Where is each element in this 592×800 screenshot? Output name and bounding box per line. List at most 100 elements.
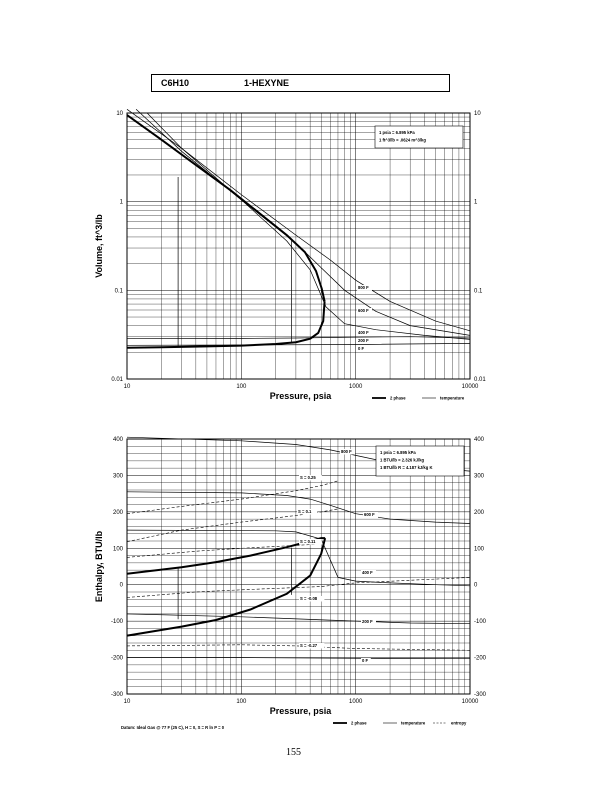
y-tick-label: 0.1 <box>115 288 124 294</box>
chart-title-box: C6H10 1-HEXYNE <box>151 74 450 92</box>
x-axis-label: Pressure, psia <box>270 391 333 401</box>
series-s-0-27 <box>126 644 471 651</box>
series-s-0-25 <box>126 480 339 514</box>
y-tick-label-right: 300 <box>474 473 485 479</box>
curve-label-bg <box>357 330 372 336</box>
y-tick-label-right: 0 <box>474 583 478 589</box>
series-0-f <box>127 657 471 660</box>
enthalpy-chart: 10 100 1000 10000-300-200-1000100200300400-… <box>94 436 487 726</box>
datum-note: Datum: Ideal Gas @ 77 F (25 C), H = 0, S… <box>121 725 225 730</box>
y-tick-label: 10 <box>116 111 123 117</box>
legend-label-temperature: temperature <box>401 721 426 726</box>
legend-label-temperature: temperature <box>440 396 465 401</box>
series-600-f <box>126 491 471 524</box>
conversion-note: 1 psia = 6.895 kPa <box>379 130 415 135</box>
curve-label-200-f: 200 F <box>358 338 369 343</box>
two-phase-dome-line <box>126 537 327 637</box>
curve-label-800-f: 800 F <box>341 449 352 454</box>
y-tick-label-right: 0.1 <box>474 288 483 294</box>
formula-label: C6H10 <box>161 78 190 88</box>
y-tick-label-right: -300 <box>474 692 487 698</box>
volume-chart: 10 100 1000 100000.010.11100.010.1110Pressu… <box>94 109 486 401</box>
y-tick-label: 300 <box>113 473 124 479</box>
curve-label-600-f: 600 F <box>358 308 369 313</box>
conversion-note: 1 ft^3/lb = .0624 m^3/kg <box>379 138 426 143</box>
curve-label-400-f: 400 F <box>362 570 373 575</box>
series-s-0-11 <box>126 543 322 558</box>
curve-label-bg <box>357 285 372 291</box>
two-phase-dome-line <box>126 301 326 349</box>
two-phase-dome-line <box>126 114 326 302</box>
y-tick-label: 400 <box>113 437 124 443</box>
y-tick-label: -300 <box>111 692 124 698</box>
x-axis-label: Pressure, psia <box>270 706 333 716</box>
series-400-f <box>146 112 471 340</box>
curve-label-bg <box>357 308 372 314</box>
curve-label-bg <box>299 596 325 602</box>
x-tick-label: 10 <box>124 699 131 705</box>
curve-label-bg <box>357 346 367 352</box>
y-tick-label-right: 0.01 <box>474 377 486 383</box>
conversion-note: 1 BTU/lb = 2.326 kJ/kg <box>380 458 425 463</box>
series-s-0-1 <box>126 508 339 542</box>
curve-label-bg <box>299 475 322 481</box>
curve-label-s-0-27: S = -0.27 <box>300 643 318 648</box>
curve-label-bg <box>361 658 371 664</box>
curve-label-bg <box>299 643 325 649</box>
series-200-f <box>126 336 471 340</box>
x-tick-label: 10 <box>124 384 131 390</box>
series-600-f <box>135 109 471 336</box>
y-tick-label: -100 <box>111 619 124 625</box>
curve-label-bg <box>357 338 372 344</box>
y-tick-label: 1 <box>120 200 124 206</box>
curve-label-s-0-08: S = -0.08 <box>300 596 318 601</box>
series-200-f <box>126 613 471 625</box>
page-number: 155 <box>286 747 301 758</box>
y-tick-label-right: 400 <box>474 437 485 443</box>
curve-label-bg <box>361 570 376 576</box>
legend-label-2-phase: 2 phase <box>351 721 367 726</box>
x-tick-label: 1000 <box>349 384 363 390</box>
y-tick-label: 100 <box>113 546 124 552</box>
plot-frame <box>126 438 471 695</box>
curve-label-bg <box>299 539 322 545</box>
curve-label-s-0-1: S = 0.1 <box>298 509 312 514</box>
conversion-note: 1 psia = 6.895 kPa <box>380 450 416 455</box>
curve-label-s-0-25: S = 0.25 <box>300 475 316 480</box>
conversion-note: 1 BTU/lb R = 4.187 kJ/kg K <box>380 465 432 470</box>
x-tick-label: 10000 <box>462 699 479 705</box>
curve-label-bg <box>340 449 355 455</box>
y-tick-label-right: 10 <box>474 111 481 117</box>
y-tick-label: 0.01 <box>111 377 123 383</box>
series-400-f <box>126 529 471 587</box>
series-0-f <box>126 343 471 346</box>
plot-frame <box>126 112 471 380</box>
conversion-note-box <box>374 125 464 149</box>
y-tick-label-right: -100 <box>474 619 487 625</box>
curve-label-600-f: 600 F <box>364 512 375 517</box>
y-tick-label: 200 <box>113 510 124 516</box>
x-tick-label: 1000 <box>349 699 363 705</box>
curve-label-s-0-11: S = 0.11 <box>300 539 316 544</box>
legend-label-2-phase: 2 phase <box>390 396 406 401</box>
curve-label-800-f: 800 F <box>358 285 369 290</box>
x-tick-label: 100 <box>236 384 247 390</box>
y-tick-label: -200 <box>111 656 124 662</box>
conversion-note-box <box>375 445 465 477</box>
y-axis-label: Enthalpy, BTU/lb <box>94 530 104 602</box>
two-phase-dome-line <box>126 537 326 575</box>
curve-label-bg <box>297 509 318 515</box>
y-tick-label-right: -200 <box>474 656 487 662</box>
y-tick-label: 0 <box>120 583 124 589</box>
curve-label-400-f: 400 F <box>358 330 369 335</box>
curve-label-0-f: 0 F <box>358 346 364 351</box>
y-tick-label-right: 200 <box>474 510 485 516</box>
y-tick-label-right: 1 <box>474 200 478 206</box>
x-tick-label: 10000 <box>462 384 479 390</box>
y-tick-label-right: 100 <box>474 546 485 552</box>
legend-label-entropy: entropy <box>451 721 467 726</box>
curve-label-bg <box>361 619 376 625</box>
compound-name-label: 1-HEXYNE <box>244 78 290 88</box>
curve-label-bg <box>363 512 378 518</box>
